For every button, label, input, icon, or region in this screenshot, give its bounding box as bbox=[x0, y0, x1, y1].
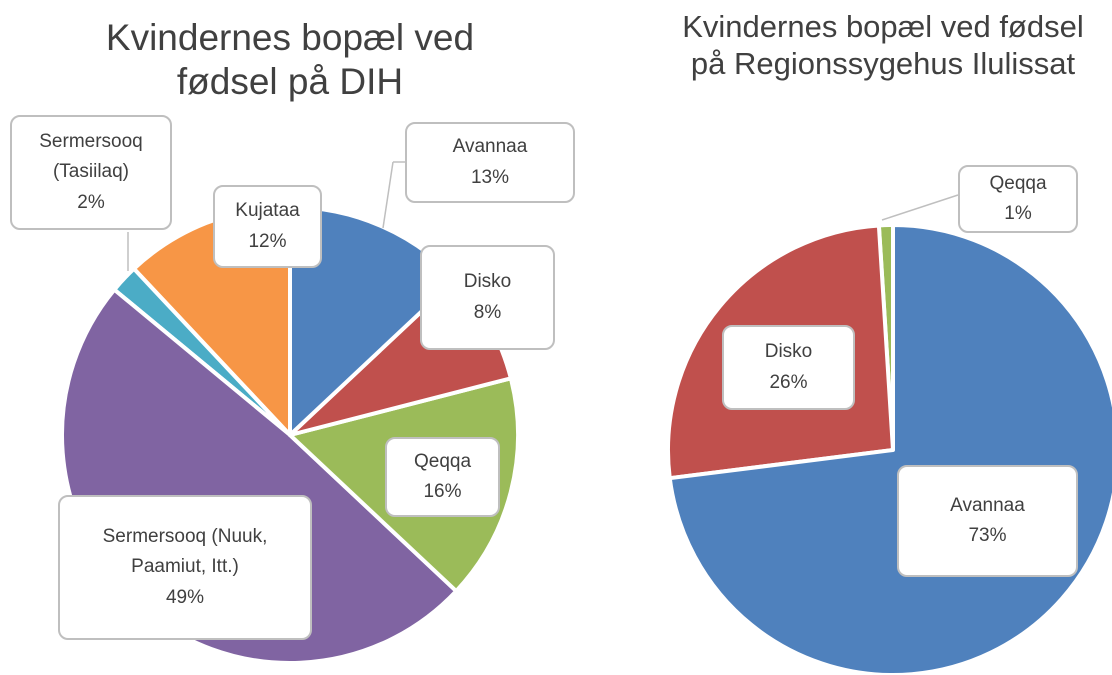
chart-title: Kvindernes bopæl ved fødsel på Regionssy… bbox=[682, 9, 1084, 82]
leader-line bbox=[382, 161, 394, 229]
data-label: Avannaa 13% bbox=[405, 122, 575, 203]
label-category: Kujataa bbox=[235, 200, 300, 222]
label-value: 1% bbox=[1004, 203, 1032, 224]
data-label: Disko 26% bbox=[722, 325, 855, 410]
label-value: 12% bbox=[248, 230, 287, 252]
label-category: Avannaa bbox=[452, 136, 528, 158]
label-value: 49% bbox=[165, 586, 205, 608]
label-category: Qeqqa bbox=[413, 450, 472, 472]
data-label: Disko 8% bbox=[420, 245, 555, 350]
label-value: 2% bbox=[77, 191, 105, 213]
leader-line bbox=[881, 194, 959, 221]
data-label: Qeqqa 16% bbox=[385, 437, 500, 517]
data-label: Qeqqa 1% bbox=[958, 165, 1078, 233]
data-label: Sermersooq (Nuuk, Paamiut, Itt.) 49% bbox=[58, 495, 312, 640]
chart-title: Kvindernes bopæl ved fødsel på DIH bbox=[105, 17, 475, 103]
label-value: 16% bbox=[423, 481, 462, 502]
label-value: 26% bbox=[769, 371, 808, 393]
label-category: Avannaa bbox=[950, 494, 1025, 516]
data-label: Avannaa 73% bbox=[897, 465, 1078, 577]
label-category: Sermersooq (Nuuk, Paamiut, Itt.) bbox=[102, 525, 268, 578]
label-category: Qeqqa bbox=[989, 172, 1047, 194]
label-value: 13% bbox=[470, 166, 510, 188]
label-value: 8% bbox=[473, 301, 502, 323]
label-category: Disko bbox=[463, 271, 512, 293]
data-label: Kujataa 12% bbox=[213, 185, 322, 268]
label-value: 73% bbox=[968, 525, 1007, 546]
data-label: Sermersooq (Tasiilaq) 2% bbox=[10, 115, 172, 230]
label-category: Disko bbox=[764, 341, 813, 363]
label-category: Sermersooq (Tasiilaq) bbox=[39, 130, 143, 183]
